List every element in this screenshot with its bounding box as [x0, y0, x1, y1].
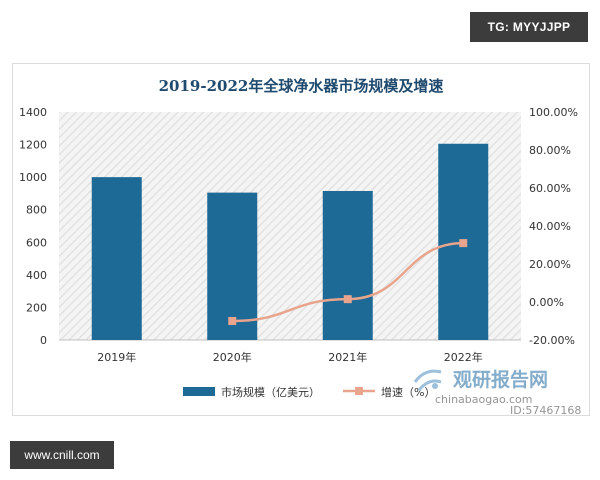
x-tick-label: 2020年 [213, 350, 252, 364]
growth-point [228, 317, 237, 325]
right-tick-label: 60.00% [529, 182, 571, 195]
legend-line-label: 增速（%） [381, 385, 435, 399]
right-tick-label: 100.00% [529, 106, 578, 119]
growth-point [343, 295, 352, 304]
left-axis: 0 200 400 600 800 1000 1200 1400 [19, 106, 47, 347]
right-tick-label: 0.00% [529, 296, 564, 309]
left-tick-label: 1200 [19, 139, 47, 152]
left-tick-label: 200 [26, 301, 47, 314]
x-tick-label: 2019年 [97, 350, 136, 364]
left-tick-label: 0 [40, 334, 47, 347]
watermark-site: chinabaogao.com [435, 393, 533, 406]
chart-frame: 2019-2022年全球净水器市场规模及增速 0 200 400 600 800 1000… [12, 63, 590, 416]
left-tick-label: 1400 [19, 106, 47, 119]
watermark-id: ID:57467168 [510, 404, 581, 415]
legend-bar-label: 市场规模（亿美元） [221, 385, 320, 399]
watermark-logo-icon [413, 369, 442, 391]
watermark: 观研报告网 chinabaogao.com ID:57467168 [413, 368, 581, 415]
left-tick-label: 600 [26, 236, 47, 249]
legend-line-marker [355, 387, 363, 395]
chart-title: 2019-2022年全球净水器市场规模及增速 [159, 77, 444, 95]
left-tick-label: 800 [26, 204, 47, 217]
bar [91, 177, 142, 340]
bar [207, 192, 258, 340]
right-tick-label: 40.00% [529, 220, 571, 233]
right-tick-label: 20.00% [529, 258, 571, 271]
site-footer-tag: www.cnill.com [10, 441, 114, 469]
telegram-tag: TG: MYYJJPP [470, 12, 588, 42]
right-tick-label: 80.00% [529, 144, 571, 157]
bar [322, 190, 373, 340]
line-series [228, 239, 468, 325]
bar-series [91, 143, 489, 340]
x-axis: 2019年 2020年 2021年 2022年 [97, 350, 483, 364]
chart-svg: 2019-2022年全球净水器市场规模及增速 0 200 400 600 800 1000… [19, 77, 581, 415]
x-tick-label: 2021年 [328, 350, 367, 364]
right-axis: -20.00% 0.00% 20.00% 40.00% 60.00% 80.00% 100.… [529, 106, 578, 347]
left-tick-label: 1000 [19, 171, 47, 184]
left-tick-label: 400 [26, 269, 47, 282]
legend: 市场规模（亿美元） 增速（%） [183, 385, 435, 399]
legend-bar-swatch [183, 387, 215, 396]
x-tick-label: 2022年 [444, 350, 483, 364]
right-tick-label: -20.00% [529, 334, 575, 347]
growth-point [459, 239, 468, 248]
watermark-brand: 观研报告网 [453, 368, 548, 391]
